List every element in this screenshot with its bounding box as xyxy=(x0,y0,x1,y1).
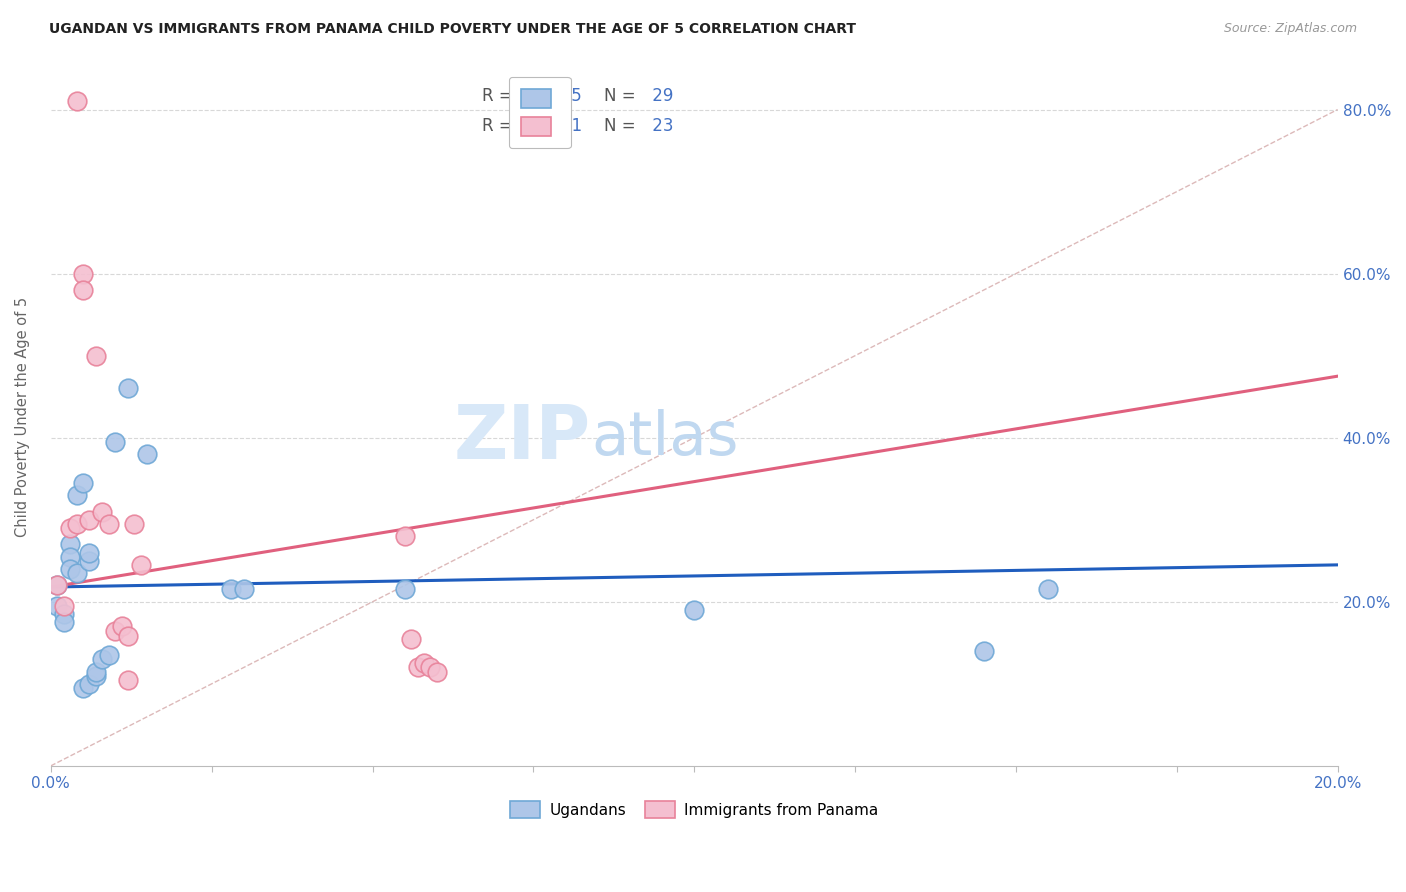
Point xyxy=(65,488,87,502)
Point xyxy=(59,521,82,535)
Text: 29: 29 xyxy=(647,87,673,105)
Point xyxy=(117,382,139,396)
Point xyxy=(52,599,75,613)
Point xyxy=(219,582,242,597)
Point xyxy=(72,267,94,281)
Point xyxy=(129,558,152,572)
Point xyxy=(124,516,146,531)
Point xyxy=(52,607,75,621)
Point xyxy=(79,554,101,568)
Text: UGANDAN VS IMMIGRANTS FROM PANAMA CHILD POVERTY UNDER THE AGE OF 5 CORRELATION C: UGANDAN VS IMMIGRANTS FROM PANAMA CHILD … xyxy=(49,22,856,37)
Point xyxy=(97,648,120,662)
Point xyxy=(72,283,94,297)
Point xyxy=(973,644,995,658)
Point xyxy=(72,475,94,490)
Point xyxy=(59,549,82,564)
Point xyxy=(1036,582,1059,597)
Point xyxy=(394,582,416,597)
Point xyxy=(117,673,139,687)
Y-axis label: Child Poverty Under the Age of 5: Child Poverty Under the Age of 5 xyxy=(15,297,30,537)
Point xyxy=(97,516,120,531)
Point xyxy=(84,349,107,363)
Point xyxy=(46,578,69,592)
Text: atlas: atlas xyxy=(592,409,738,467)
Point xyxy=(413,657,436,671)
Text: 0.045: 0.045 xyxy=(524,87,582,105)
Point xyxy=(110,619,132,633)
Point xyxy=(136,447,159,461)
Point xyxy=(394,529,416,543)
Text: 0.221: 0.221 xyxy=(524,118,582,136)
Text: 23: 23 xyxy=(647,118,673,136)
Point xyxy=(46,578,69,592)
Point xyxy=(419,660,441,674)
Point xyxy=(52,615,75,630)
Point xyxy=(79,545,101,559)
Point xyxy=(46,599,69,613)
Text: R =: R = xyxy=(482,87,513,105)
Point xyxy=(72,681,94,695)
Point xyxy=(84,665,107,679)
Point xyxy=(399,632,422,646)
Point xyxy=(104,624,127,638)
Point xyxy=(683,603,706,617)
Point xyxy=(84,668,107,682)
Point xyxy=(232,582,254,597)
Point xyxy=(65,516,87,531)
Point xyxy=(79,677,101,691)
Point xyxy=(117,629,139,643)
Point xyxy=(59,537,82,551)
Point xyxy=(65,95,87,109)
Point xyxy=(426,665,449,679)
Legend: Ugandans, Immigrants from Panama: Ugandans, Immigrants from Panama xyxy=(503,795,884,824)
Point xyxy=(91,504,114,518)
Text: ZIP: ZIP xyxy=(454,401,592,475)
Point xyxy=(104,434,127,449)
Point xyxy=(65,566,87,580)
Text: N =: N = xyxy=(605,118,636,136)
Text: R =: R = xyxy=(482,118,513,136)
Point xyxy=(91,652,114,666)
Point xyxy=(59,562,82,576)
Text: Source: ZipAtlas.com: Source: ZipAtlas.com xyxy=(1223,22,1357,36)
Text: N =: N = xyxy=(605,87,636,105)
Point xyxy=(79,513,101,527)
Point xyxy=(406,660,429,674)
